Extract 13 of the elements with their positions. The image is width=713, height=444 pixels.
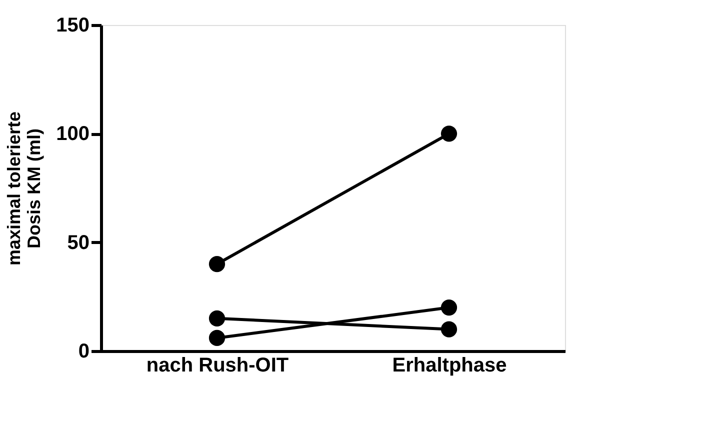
point bbox=[440, 299, 458, 316]
point bbox=[440, 126, 458, 142]
y-tick-label: 150 bbox=[56, 14, 90, 36]
y-tick-label: 50 bbox=[67, 232, 90, 254]
x-tick-label: Erhaltphase bbox=[392, 354, 507, 376]
point bbox=[208, 330, 226, 346]
point bbox=[208, 256, 226, 272]
y-tick-label: 100 bbox=[56, 123, 90, 146]
point bbox=[208, 310, 226, 326]
y-tick-label: 0 bbox=[78, 340, 90, 362]
point bbox=[440, 321, 458, 338]
y-axis-title: maximal tolerierte Dosis KM (ml) bbox=[4, 111, 44, 266]
x-tick-label: nach Rush-OIT bbox=[146, 354, 289, 376]
